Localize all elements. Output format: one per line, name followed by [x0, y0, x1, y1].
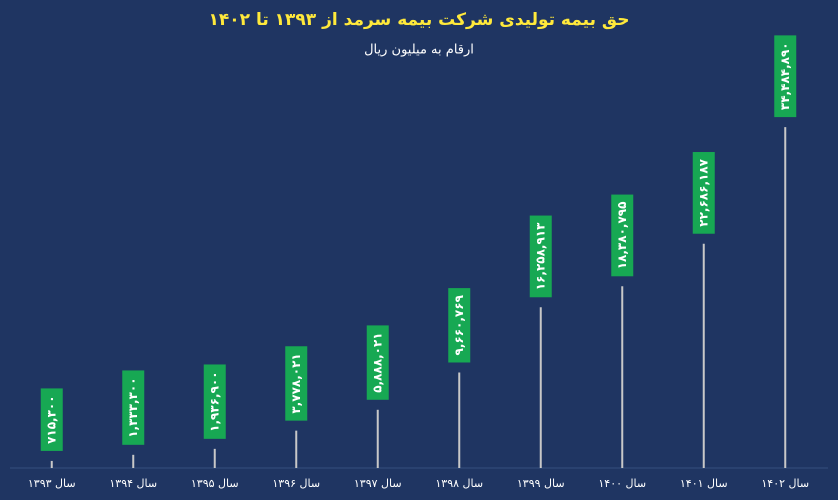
- value-label-box: [122, 370, 145, 445]
- value-label: ۱۶,۲۵۸,۹۱۳: [533, 222, 547, 290]
- value-label-box: [774, 35, 797, 118]
- value-label: ۹,۶۶۰,۷۶۹: [452, 294, 466, 355]
- x-tick-label: سال ۱۴۰۰: [598, 477, 646, 490]
- x-tick-label: سال ۱۳۹۷: [354, 477, 402, 490]
- value-label: ۱,۳۳۳,۳۰۰: [126, 377, 140, 437]
- x-tick-label: سال ۱۴۰۲: [761, 477, 809, 490]
- value-label-box: [285, 346, 308, 421]
- x-tick-label: سال ۱۳۹۳: [28, 477, 76, 490]
- x-tick-label: سال ۱۴۰۱: [680, 477, 728, 490]
- value-label: ۲۲,۶۸۶,۱۸۷: [696, 158, 710, 226]
- value-label: ۳۴,۴۸۴,۸۹۰: [778, 42, 792, 110]
- x-tick-label: سال ۱۳۹۴: [109, 477, 157, 490]
- value-label: ۷۱۵,۳۰۰: [44, 395, 58, 444]
- value-label: ۳,۷۷۸,۰۲۱: [289, 353, 303, 413]
- chart-title: حق بیمه تولیدی شرکت بیمه سرمد از ۱۳۹۳ تا…: [209, 10, 630, 30]
- x-tick-label: سال ۱۳۹۸: [435, 477, 483, 490]
- value-label-box: [366, 325, 389, 400]
- chart-subtitle: ارقام به میلیون ریال: [364, 43, 474, 58]
- value-label-box: [448, 288, 471, 363]
- value-label-box: [203, 364, 226, 439]
- value-label: ۱,۹۳۶,۹۰۰: [207, 371, 221, 431]
- value-label-box: [529, 215, 552, 298]
- value-label: ۵,۸۸۸,۰۲۱: [370, 332, 384, 392]
- x-tick-label: سال ۱۳۹۹: [517, 477, 565, 490]
- value-label: ۱۸,۳۸۰,۷۹۵: [615, 202, 629, 270]
- x-tick-label: سال ۱۳۹۵: [191, 477, 239, 490]
- value-label-box: [40, 388, 63, 451]
- value-label-box: [611, 194, 634, 277]
- value-label-box: [692, 152, 715, 234]
- x-tick-label: سال ۱۳۹۶: [272, 477, 320, 490]
